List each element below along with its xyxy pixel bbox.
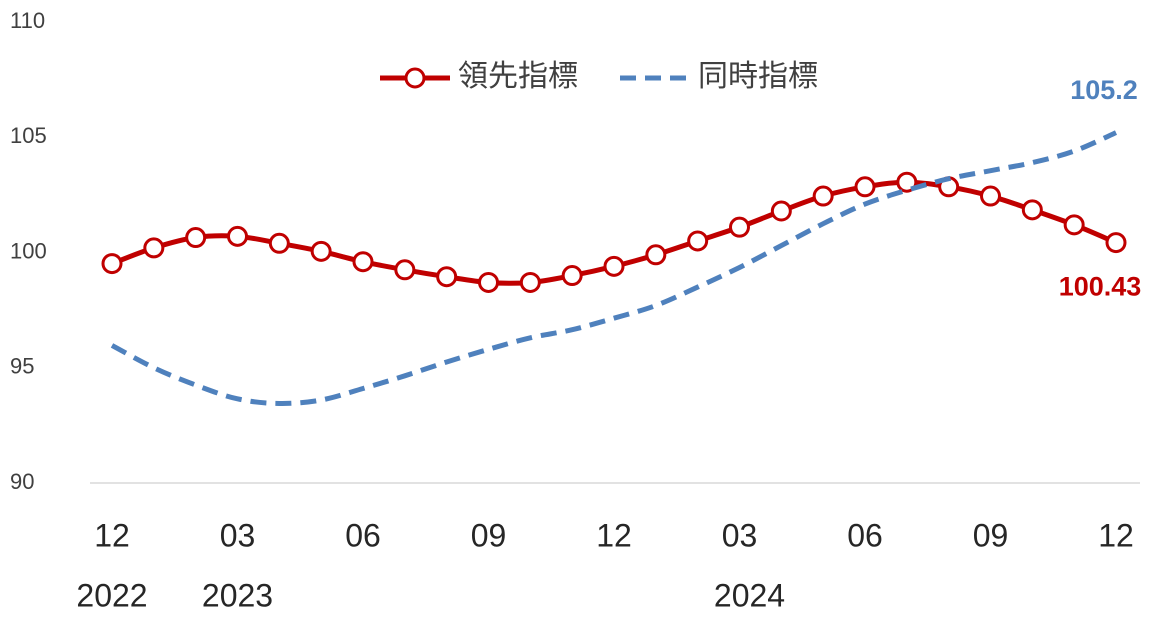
- point-marker: [268, 232, 290, 254]
- x-tick-label: 09: [973, 517, 1009, 553]
- year-label: 2024: [714, 577, 785, 613]
- legend-marker: [404, 67, 426, 89]
- point-marker: [519, 271, 541, 293]
- x-tick-label: 09: [471, 517, 507, 553]
- data-label: 105.2: [1070, 75, 1138, 105]
- point-marker: [1021, 199, 1043, 221]
- series-line: [110, 130, 1118, 406]
- point-marker: [352, 251, 374, 273]
- point-marker: [687, 230, 709, 252]
- point-marker: [645, 244, 667, 266]
- point-marker: [603, 255, 625, 277]
- y-tick-label: 90: [10, 469, 34, 494]
- x-tick-label: 12: [94, 517, 130, 553]
- point-marker: [101, 253, 123, 275]
- data-label: 100.43: [1059, 272, 1142, 302]
- x-tick-label: 03: [722, 517, 758, 553]
- x-tick-label: 12: [1098, 517, 1134, 553]
- point-marker: [1105, 232, 1127, 254]
- y-tick-label: 100: [10, 238, 47, 263]
- year-label: 2023: [202, 577, 273, 613]
- x-tick-label: 03: [220, 517, 256, 553]
- y-tick-label: 95: [10, 354, 34, 379]
- x-tick-label: 06: [345, 517, 381, 553]
- point-marker: [980, 185, 1001, 207]
- legend-label: 同時指標: [698, 60, 818, 93]
- point-marker: [143, 237, 165, 259]
- point-marker: [185, 227, 207, 249]
- point-marker: [394, 259, 416, 281]
- x-tick-label: 06: [847, 517, 883, 553]
- y-tick-label: 105: [10, 123, 47, 148]
- point-marker: [770, 200, 792, 222]
- y-tick-label: 110: [10, 8, 45, 33]
- point-marker: [812, 185, 834, 207]
- point-marker: [478, 271, 499, 293]
- point-marker: [854, 176, 876, 198]
- point-marker: [729, 216, 750, 238]
- x-tick-label: 12: [596, 517, 632, 553]
- point-marker: [1063, 214, 1085, 236]
- legend-label: 領先指標: [458, 60, 578, 93]
- point-marker: [561, 265, 583, 287]
- point-marker: [310, 240, 332, 262]
- year-label: 2022: [76, 577, 147, 613]
- point-marker: [227, 225, 248, 247]
- point-marker: [436, 266, 458, 288]
